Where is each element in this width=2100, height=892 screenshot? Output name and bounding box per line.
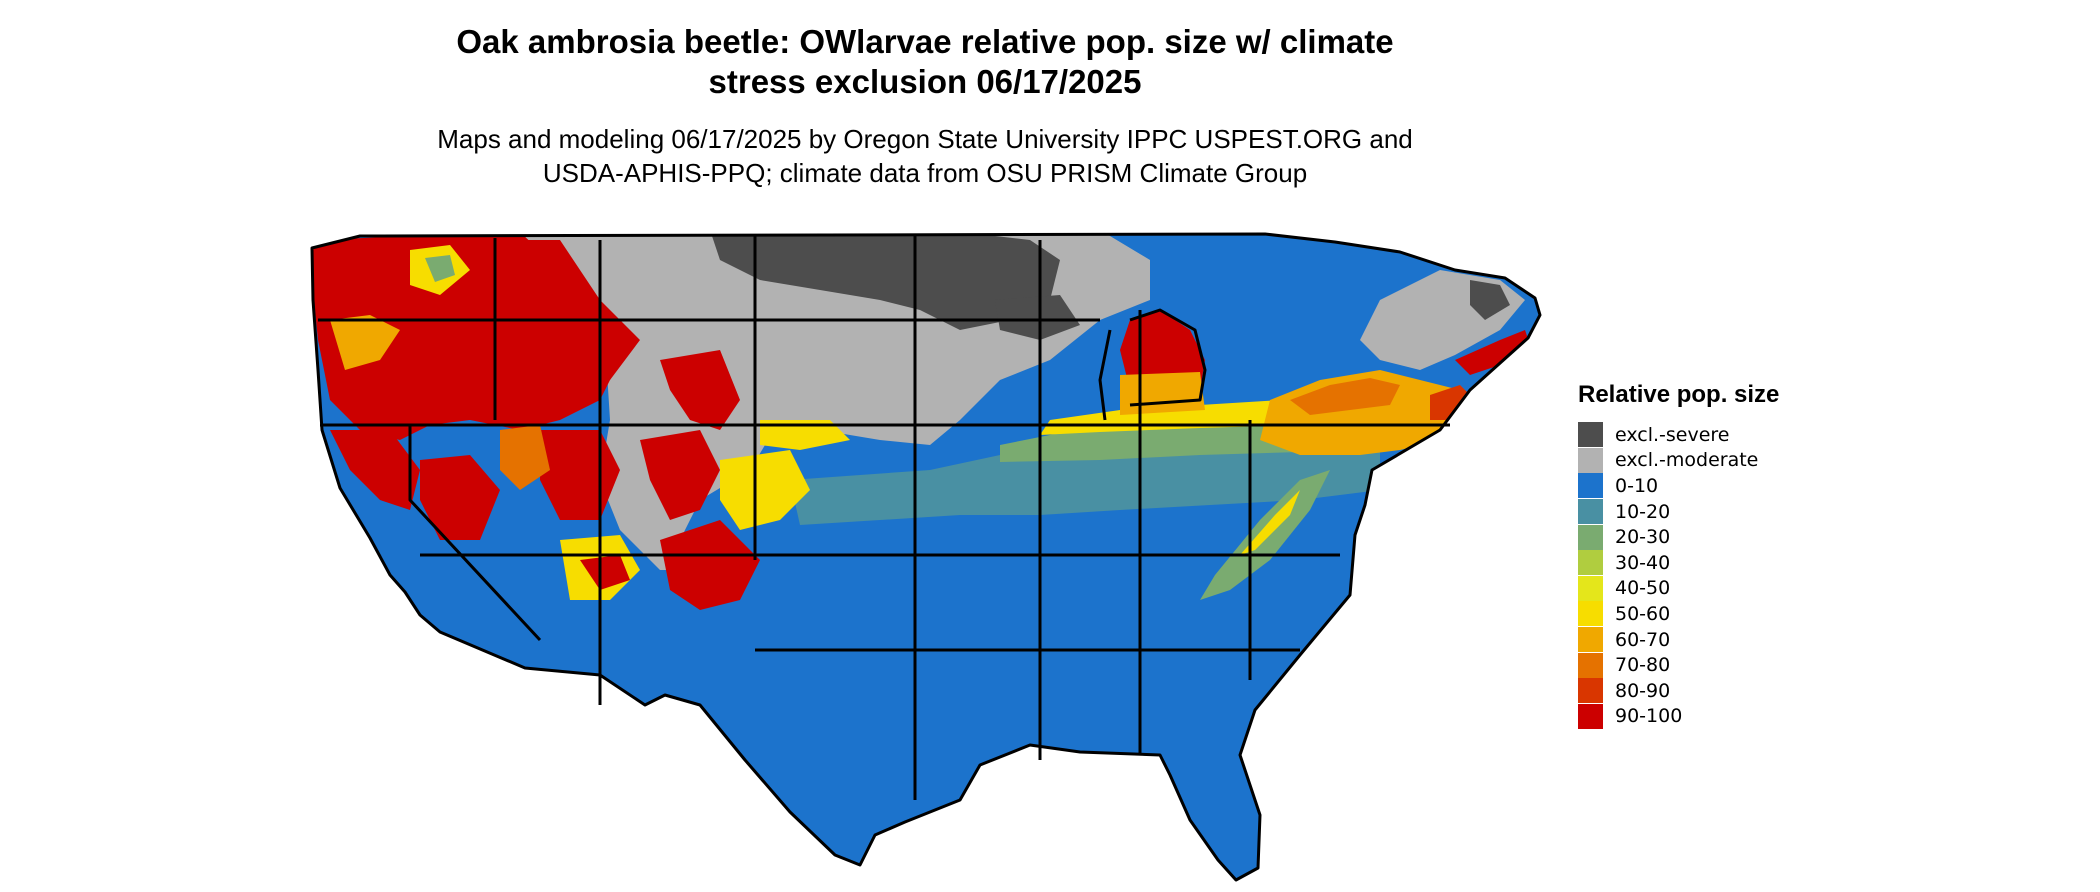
legend-swatch bbox=[1578, 473, 1603, 499]
map-subtitle-line-1: Maps and modeling 06/17/2025 by Oregon S… bbox=[437, 124, 1413, 154]
map-subtitle-line-2: USDA-APHIS-PPQ; climate data from OSU PR… bbox=[542, 158, 1308, 188]
legend-label: 30-40 bbox=[1615, 551, 1671, 574]
boundary-lower-michigan bbox=[1129, 308, 1207, 407]
legend-item-0-10: 0-10 bbox=[1578, 473, 1838, 499]
legend-swatch bbox=[1578, 652, 1603, 678]
map-title-line-2: stress exclusion 06/17/2025 bbox=[708, 63, 1142, 100]
legend-label: excl.-severe bbox=[1615, 423, 1730, 446]
region-excl-severe-maine bbox=[1470, 280, 1510, 320]
region-pop-80-90-newengland bbox=[1430, 385, 1475, 420]
legend-label: 90-100 bbox=[1615, 705, 1683, 728]
region-pop-90-100-colorado bbox=[640, 430, 720, 520]
legend-items: excl.-severe excl.-moderate 0-10 10-20 2… bbox=[1578, 422, 1838, 729]
legend-swatch bbox=[1578, 601, 1603, 627]
region-pop-50-60-nebraska bbox=[760, 420, 850, 450]
legend-label: 80-90 bbox=[1615, 679, 1671, 702]
legend-swatch bbox=[1578, 575, 1603, 601]
legend-swatch bbox=[1578, 499, 1603, 525]
legend-swatch bbox=[1578, 550, 1603, 576]
region-pop-70-80-northeast bbox=[1290, 378, 1400, 415]
legend-label: 40-50 bbox=[1615, 577, 1671, 600]
legend-label: 20-30 bbox=[1615, 526, 1671, 549]
legend-item-20-30: 20-30 bbox=[1578, 524, 1838, 550]
boundary-lake-michigan bbox=[1098, 329, 1112, 421]
legend-label: excl.-moderate bbox=[1615, 449, 1759, 472]
region-pop-90-100-nevada bbox=[420, 455, 500, 540]
legend-item-excl-severe: excl.-severe bbox=[1578, 422, 1838, 448]
region-pop-90-100-california bbox=[330, 430, 420, 510]
legend-swatch bbox=[1578, 678, 1603, 704]
legend-title: Relative pop. size bbox=[1578, 381, 1780, 408]
region-pop-90-100-wyoming bbox=[660, 350, 740, 430]
legend-swatch bbox=[1578, 703, 1603, 729]
region-pop-50-60-appalachia bbox=[1240, 490, 1300, 555]
legend-item-40-50: 40-50 bbox=[1578, 575, 1838, 602]
legend-label: 10-20 bbox=[1615, 500, 1671, 523]
legend-label: 60-70 bbox=[1615, 628, 1671, 651]
legend: Relative pop. size excl.-severe excl.-mo… bbox=[1578, 380, 1838, 729]
legend-swatch bbox=[1578, 524, 1603, 550]
legend-item-60-70: 60-70 bbox=[1578, 627, 1838, 653]
legend-item-excl-moderate: excl.-moderate bbox=[1578, 447, 1838, 474]
region-excl-severe-wisconsin bbox=[995, 295, 1080, 340]
region-pop-20-30-washington bbox=[425, 255, 455, 282]
map-subtitle: Maps and modeling 06/17/2025 by Oregon S… bbox=[330, 122, 1520, 190]
legend-swatch bbox=[1578, 422, 1603, 448]
region-pop-10-20 bbox=[790, 440, 1380, 525]
legend-label: 50-60 bbox=[1615, 602, 1671, 625]
map-title: Oak ambrosia beetle: OWlarvae relative p… bbox=[330, 22, 1520, 102]
boundary-california-diagonal bbox=[408, 425, 542, 642]
legend-swatch bbox=[1578, 627, 1603, 653]
legend-item-90-100: 90-100 bbox=[1578, 703, 1838, 730]
region-pop-60-70-michigan bbox=[1120, 372, 1205, 415]
legend-item-70-80: 70-80 bbox=[1578, 652, 1838, 678]
region-pop-90-100-arizona bbox=[580, 555, 630, 590]
legend-label: 70-80 bbox=[1615, 654, 1671, 677]
region-pop-60-70-northwest bbox=[330, 315, 400, 370]
us-outline bbox=[310, 232, 1542, 882]
region-pop-90-100-idaho bbox=[470, 240, 640, 395]
legend-label: 0-10 bbox=[1615, 474, 1659, 497]
state-boundaries bbox=[310, 232, 1542, 882]
region-pop-50-60-colorado-plains bbox=[720, 450, 810, 530]
map-title-line-1: Oak ambrosia beetle: OWlarvae relative p… bbox=[456, 23, 1394, 60]
legend-item-10-20: 10-20 bbox=[1578, 499, 1838, 525]
legend-item-50-60: 50-60 bbox=[1578, 601, 1838, 627]
region-pop-70-80-utah bbox=[500, 425, 550, 490]
region-pop-90-100-newmexico bbox=[660, 520, 760, 610]
region-pop-90-100-maine bbox=[1455, 330, 1530, 375]
region-excl-severe-north bbox=[710, 234, 1060, 330]
legend-swatch bbox=[1578, 447, 1603, 473]
legend-item-80-90: 80-90 bbox=[1578, 678, 1838, 704]
legend-item-30-40: 30-40 bbox=[1578, 550, 1838, 576]
